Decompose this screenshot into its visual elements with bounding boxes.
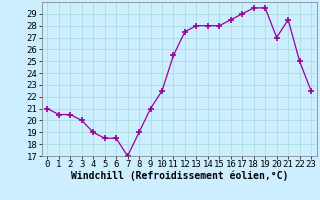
X-axis label: Windchill (Refroidissement éolien,°C): Windchill (Refroidissement éolien,°C) [70,171,288,181]
